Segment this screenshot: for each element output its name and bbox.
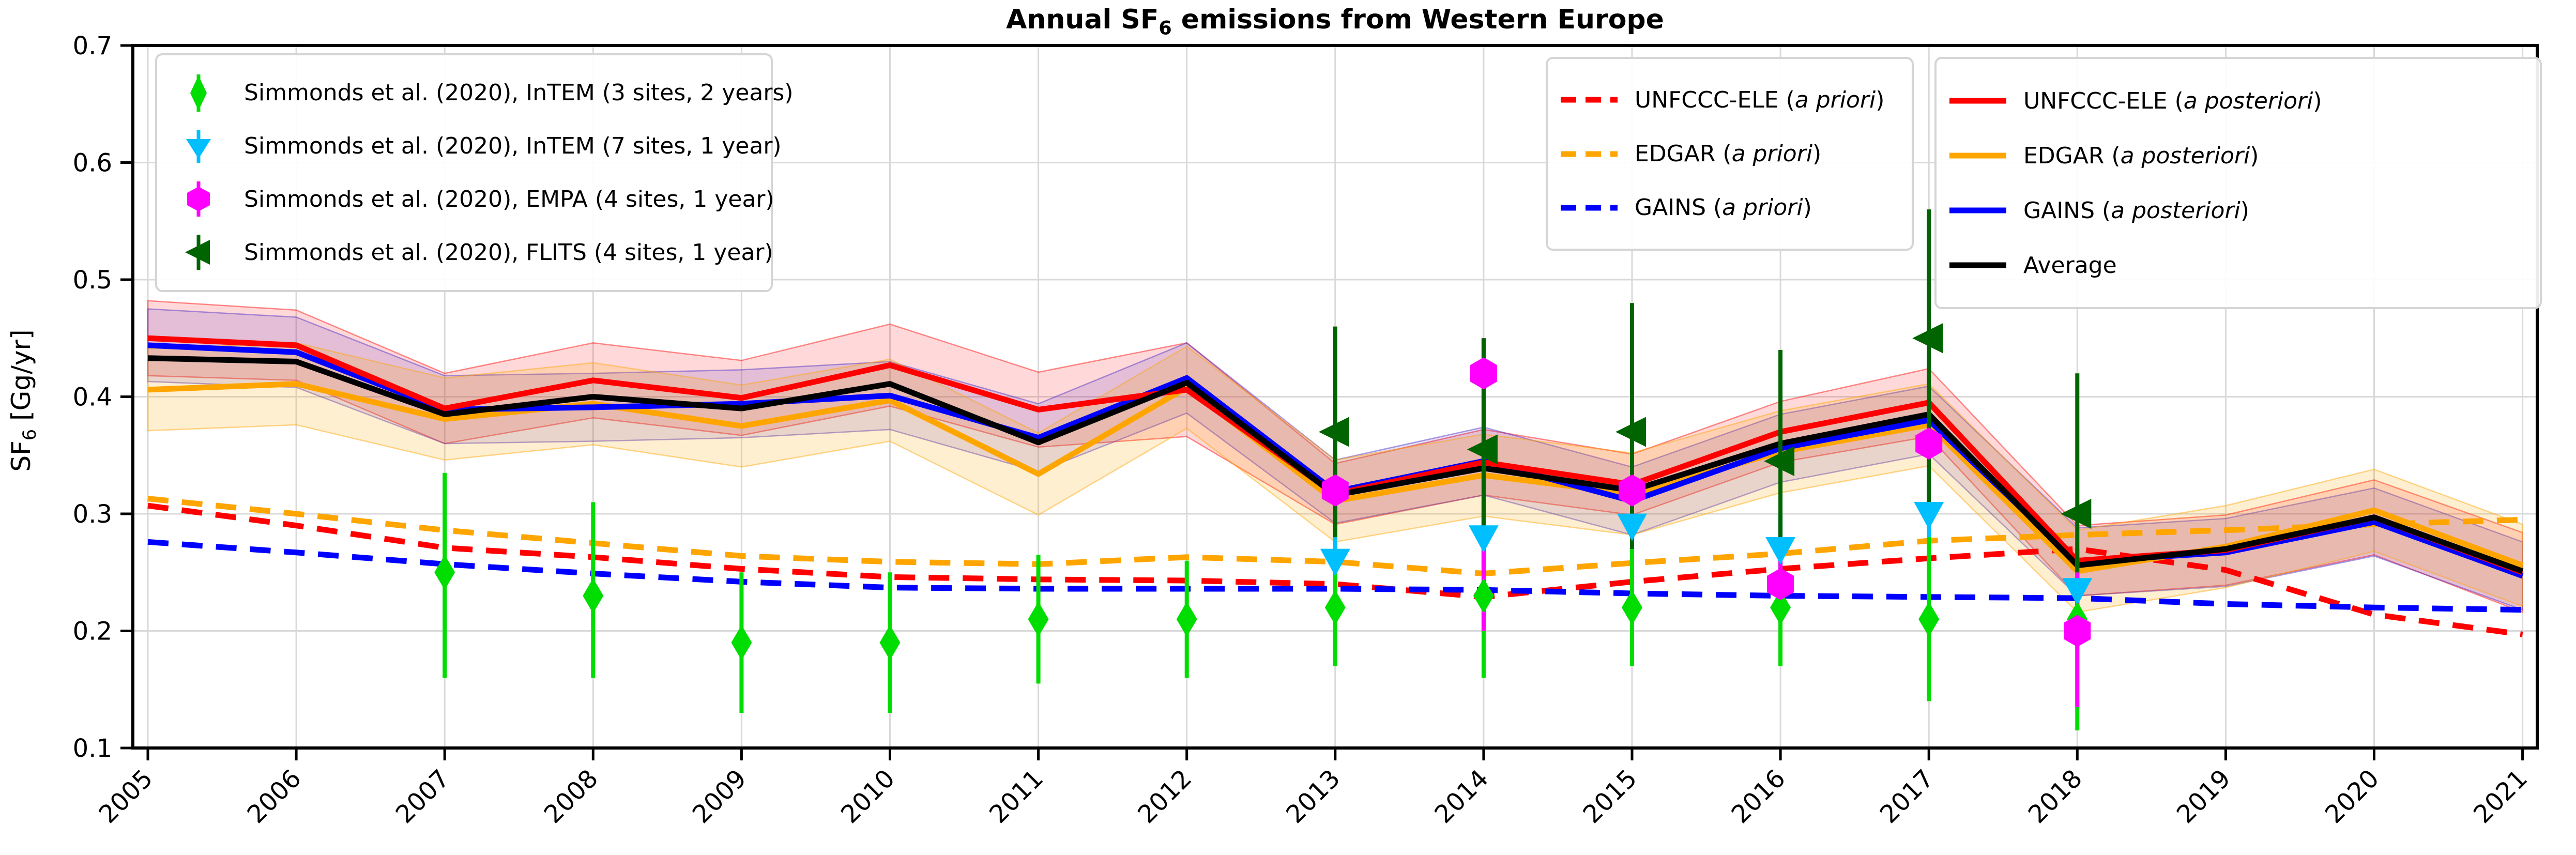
x-tick-label: 2017 <box>1874 764 1940 829</box>
x-tick-label: 2008 <box>539 764 604 829</box>
legend-item-a-priori: UNFCCC-ELE (a priori) <box>1558 82 1901 118</box>
marker-triangle-left <box>1318 417 1349 447</box>
series-line-edgar-a-priori- <box>147 496 2523 577</box>
uncertainty-band <box>147 308 2523 611</box>
legend-label: Simmonds et al. (2020), InTEM (7 sites, … <box>244 133 782 160</box>
legend-item-a-posteriori: Average <box>1947 247 2529 283</box>
legend-item-observation: Simmonds et al. (2020), EMPA (4 sites, 1… <box>167 178 774 220</box>
marker-triangle-left <box>2061 499 2092 529</box>
x-tick-label: 2009 <box>687 764 752 829</box>
legend-a-priori: UNFCCC-ELE (a priori) EDGAR (a priori) GAI… <box>1546 57 1914 251</box>
marker-triangle-left <box>1764 446 1795 477</box>
y-tick-label: 0.4 <box>73 383 112 412</box>
y-tick-label: 0.6 <box>73 149 112 178</box>
legend-item-a-posteriori: UNFCCC-ELE (a posteriori) <box>1947 83 2529 119</box>
marker-thin-diamond <box>1770 590 1791 625</box>
x-tick-label: 2005 <box>94 764 159 829</box>
marker-hexagon <box>2064 615 2091 647</box>
x-tick-label: 2014 <box>1429 764 1494 829</box>
legend-label: GAINS (a priori) <box>1635 194 1812 221</box>
legend-line-icon <box>1561 97 1618 103</box>
y-tick-label: 0.3 <box>73 500 112 529</box>
marker-thin-diamond <box>1473 578 1494 614</box>
x-tick-label: 2016 <box>1726 764 1791 829</box>
x-tick-label: 2015 <box>1578 764 1643 829</box>
marker-thin-diamond <box>1324 590 1346 625</box>
legend-hexagon-icon <box>187 181 210 217</box>
marker-triangle-down <box>2062 578 2093 606</box>
series-line-gains-a-priori- <box>147 539 2523 613</box>
legend-label: Average <box>2023 252 2117 279</box>
legend-item-observation: Simmonds et al. (2020), InTEM (3 sites, … <box>167 72 794 114</box>
x-tick-label: 2010 <box>835 764 901 829</box>
legend-observations: Simmonds et al. (2020), InTEM (3 sites, … <box>155 53 794 292</box>
legend-line-icon <box>1561 151 1618 157</box>
marker-thin-diamond <box>1028 601 1049 637</box>
marker-hexagon <box>1767 568 1794 600</box>
marker-thin-diamond <box>1918 601 1940 637</box>
legend-thin-diamond-icon <box>190 74 207 112</box>
legend-line-icon <box>1949 207 2006 213</box>
marker-triangle-down <box>1914 502 1944 529</box>
legend-label: EDGAR (a priori) <box>1635 141 1822 167</box>
marker-thin-diamond <box>583 578 604 614</box>
y-tick-label: 0.5 <box>73 266 112 295</box>
legend-label: UNFCCC-ELE (a posteriori) <box>2023 87 2322 114</box>
x-tick-label: 2013 <box>1281 764 1346 829</box>
legend-label: GAINS (a posteriori) <box>2023 197 2249 224</box>
x-tick-label: 2019 <box>2171 764 2236 829</box>
x-tick-label: 2011 <box>984 764 1049 829</box>
legend-label: Simmonds et al. (2020), InTEM (3 sites, … <box>244 80 794 106</box>
legend-triangle-down-icon <box>186 129 211 163</box>
marker-thin-diamond <box>434 555 455 590</box>
legend-label: Simmonds et al. (2020), FLITS (4 sites, … <box>244 239 773 266</box>
marker-triangle-down <box>1320 548 1350 576</box>
x-tick-label: 2012 <box>1132 764 1197 829</box>
legend-item-observation: Simmonds et al. (2020), FLITS (4 sites, … <box>167 232 773 273</box>
x-tick-label: 2007 <box>390 764 455 829</box>
x-tick-label: 2018 <box>2023 764 2088 829</box>
legend-label: Simmonds et al. (2020), EMPA (4 sites, 1… <box>244 186 774 212</box>
legend-line-icon <box>1949 152 2006 159</box>
marker-triangle-down <box>1617 513 1647 541</box>
legend-a-posteriori: UNFCCC-ELE (a posteriori) EDGAR (a poster… <box>1934 57 2542 309</box>
y-tick-label: 0.1 <box>73 734 112 763</box>
chart-title: Annual SF6 emissions from Western Europe <box>1006 4 1664 39</box>
x-tick-label: 2021 <box>2468 764 2533 829</box>
marker-thin-diamond <box>1176 601 1197 637</box>
legend-item-a-posteriori: EDGAR (a posteriori) <box>1947 138 2529 174</box>
y-tick-label: 0.2 <box>73 617 112 646</box>
legend-item-a-priori: EDGAR (a priori) <box>1558 136 1901 172</box>
marker-hexagon <box>1915 427 1943 460</box>
marker-triangle-down <box>1468 525 1499 553</box>
legend-label: EDGAR (a posteriori) <box>2023 142 2259 169</box>
legend-line-icon <box>1949 262 2006 268</box>
marker-triangle-left <box>1615 417 1646 447</box>
marker-thin-diamond <box>1622 590 1642 625</box>
marker-thin-diamond <box>879 625 901 661</box>
marker-hexagon <box>1619 474 1645 507</box>
marker-triangle-down <box>1765 537 1796 564</box>
legend-label: UNFCCC-ELE (a priori) <box>1635 86 1885 113</box>
marker-thin-diamond <box>731 625 752 661</box>
marker-triangle-left <box>1912 323 1943 354</box>
legend-item-a-priori: GAINS (a priori) <box>1558 190 1901 226</box>
y-tick-label: 0.7 <box>73 32 112 60</box>
marker-hexagon <box>1470 357 1497 390</box>
legend-item-observation: Simmonds et al. (2020), InTEM (7 sites, … <box>167 126 782 167</box>
y-axis-label: SF6 [Gg/yr] <box>6 329 40 472</box>
legend-item-a-posteriori: GAINS (a posteriori) <box>1947 192 2529 228</box>
legend-line-icon <box>1561 205 1618 211</box>
x-tick-label: 2020 <box>2320 764 2385 829</box>
marker-triangle-left <box>1467 434 1498 465</box>
legend-triangle-left-icon <box>185 235 210 270</box>
marker-hexagon <box>1321 474 1349 507</box>
x-tick-label: 2006 <box>242 764 307 829</box>
legend-line-icon <box>1949 98 2006 104</box>
